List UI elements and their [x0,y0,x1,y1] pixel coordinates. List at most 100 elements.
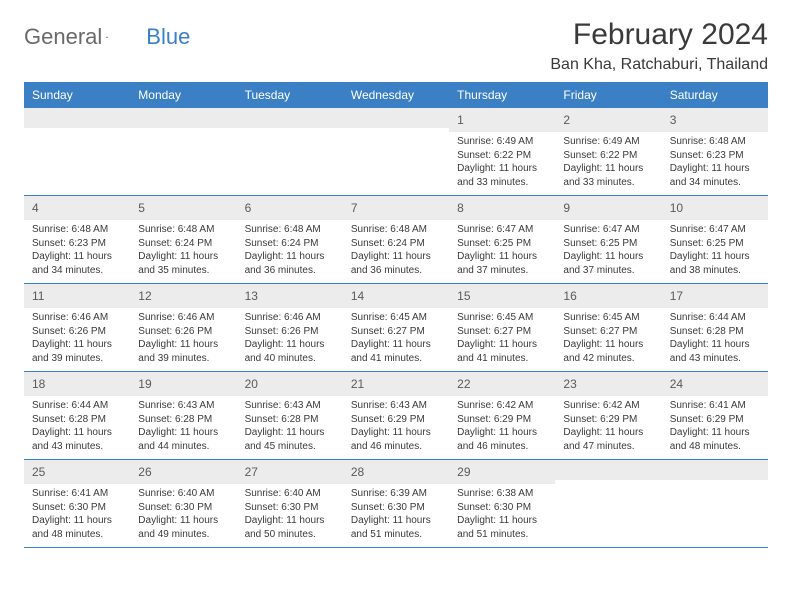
day-header-cell: Saturday [662,82,768,108]
daylight2-line: and 48 minutes. [670,440,760,454]
daynum-row: 22 [449,372,555,396]
sunset-line: Sunset: 6:30 PM [138,501,228,515]
day-cell: 9 Sunrise: 6:47 AMSunset: 6:25 PMDaylight… [555,196,661,284]
sunrise-line: Sunrise: 6:38 AM [457,487,547,501]
daylight2-line: and 40 minutes. [245,352,335,366]
sunset-line: Sunset: 6:25 PM [563,237,653,251]
daylight2-line: and 36 minutes. [351,264,441,278]
day-body: Sunrise: 6:47 AMSunset: 6:25 PMDaylight:… [662,220,768,283]
daynum-row: 12 [130,284,236,308]
sunset-line: Sunset: 6:30 PM [351,501,441,515]
daynum-row: 26 [130,460,236,484]
daynum-row: 2 [555,108,661,132]
day-number: 14 [351,289,364,303]
day-body: Sunrise: 6:41 AMSunset: 6:30 PMDaylight:… [24,484,130,547]
sunset-line: Sunset: 6:30 PM [32,501,122,515]
daylight1-line: Daylight: 11 hours [32,426,122,440]
daylight1-line: Daylight: 11 hours [563,162,653,176]
day-number: 26 [138,465,151,479]
day-body: Sunrise: 6:44 AMSunset: 6:28 PMDaylight:… [24,396,130,459]
day-cell [24,108,130,196]
sunset-line: Sunset: 6:28 PM [670,325,760,339]
sunset-line: Sunset: 6:30 PM [245,501,335,515]
daylight1-line: Daylight: 11 hours [670,162,760,176]
daylight2-line: and 39 minutes. [138,352,228,366]
daylight1-line: Daylight: 11 hours [32,514,122,528]
day-cell: 13Sunrise: 6:46 AMSunset: 6:26 PMDayligh… [237,284,343,372]
week-row: 25Sunrise: 6:41 AMSunset: 6:30 PMDayligh… [24,460,768,548]
day-cell: 2Sunrise: 6:49 AMSunset: 6:22 PMDaylight… [555,108,661,196]
day-body: Sunrise: 6:43 AMSunset: 6:28 PMDaylight:… [237,396,343,459]
week-row: 11Sunrise: 6:46 AMSunset: 6:26 PMDayligh… [24,284,768,372]
sunrise-line: Sunrise: 6:48 AM [351,223,441,237]
day-number: 24 [670,377,683,391]
daynum-row [237,108,343,128]
day-body [662,480,768,538]
day-cell: 22Sunrise: 6:42 AMSunset: 6:29 PMDayligh… [449,372,555,460]
sunrise-line: Sunrise: 6:45 AM [351,311,441,325]
daylight1-line: Daylight: 11 hours [670,338,760,352]
day-header-cell: Friday [555,82,661,108]
daylight1-line: Daylight: 11 hours [670,250,760,264]
daylight1-line: Daylight: 11 hours [138,514,228,528]
sunset-line: Sunset: 6:28 PM [245,413,335,427]
daynum-row: 4 [24,196,130,220]
daylight2-line: and 43 minutes. [32,440,122,454]
day-body [555,480,661,538]
daylight1-line: Daylight: 11 hours [351,514,441,528]
daynum-row: 25 [24,460,130,484]
sunset-line: Sunset: 6:23 PM [670,149,760,163]
day-header-cell: Sunday [24,82,130,108]
day-cell: 21Sunrise: 6:43 AMSunset: 6:29 PMDayligh… [343,372,449,460]
day-cell: 11Sunrise: 6:46 AMSunset: 6:26 PMDayligh… [24,284,130,372]
header: General Blue February 2024 Ban Kha, Ratc… [24,18,768,74]
day-body: Sunrise: 6:47 AMSunset: 6:25 PMDaylight:… [555,220,661,283]
day-number: 7 [351,201,358,215]
day-cell: 15Sunrise: 6:45 AMSunset: 6:27 PMDayligh… [449,284,555,372]
day-body: Sunrise: 6:39 AMSunset: 6:30 PMDaylight:… [343,484,449,547]
sunrise-line: Sunrise: 6:44 AM [32,399,122,413]
daynum-row: 7 [343,196,449,220]
day-number: 5 [138,201,145,215]
sunrise-line: Sunrise: 6:40 AM [138,487,228,501]
sunset-line: Sunset: 6:29 PM [457,413,547,427]
sunset-line: Sunset: 6:25 PM [457,237,547,251]
sunrise-line: Sunrise: 6:47 AM [670,223,760,237]
sunrise-line: Sunrise: 6:46 AM [32,311,122,325]
day-cell: 23Sunrise: 6:42 AMSunset: 6:29 PMDayligh… [555,372,661,460]
title-block: February 2024 Ban Kha, Ratchaburi, Thail… [550,18,768,74]
day-body: Sunrise: 6:41 AMSunset: 6:29 PMDaylight:… [662,396,768,459]
sunset-line: Sunset: 6:27 PM [457,325,547,339]
daynum-row [662,460,768,480]
sunrise-line: Sunrise: 6:48 AM [670,135,760,149]
day-header: SundayMondayTuesdayWednesdayThursdayFrid… [24,82,768,108]
daylight1-line: Daylight: 11 hours [245,338,335,352]
daynum-row [555,460,661,480]
day-number: 18 [32,377,45,391]
location: Ban Kha, Ratchaburi, Thailand [550,56,768,74]
sunrise-line: Sunrise: 6:39 AM [351,487,441,501]
sunrise-line: Sunrise: 6:49 AM [563,135,653,149]
sunset-line: Sunset: 6:24 PM [138,237,228,251]
daylight2-line: and 34 minutes. [670,176,760,190]
day-cell [662,460,768,548]
daynum-row: 8 [449,196,555,220]
sunset-line: Sunset: 6:29 PM [351,413,441,427]
day-body [130,128,236,186]
sunset-line: Sunset: 6:23 PM [32,237,122,251]
daylight2-line: and 33 minutes. [563,176,653,190]
day-cell: 12Sunrise: 6:46 AMSunset: 6:26 PMDayligh… [130,284,236,372]
daylight2-line: and 35 minutes. [138,264,228,278]
daylight1-line: Daylight: 11 hours [245,514,335,528]
sunset-line: Sunset: 6:27 PM [563,325,653,339]
day-cell: 26 Sunrise: 6:40 AMSunset: 6:30 PMDayligh… [130,460,236,548]
daynum-row: 3 [662,108,768,132]
day-number: 16 [563,289,576,303]
week-row: 18Sunrise: 6:44 AMSunset: 6:28 PMDayligh… [24,372,768,460]
day-body: Sunrise: 6:43 AMSunset: 6:29 PMDaylight:… [343,396,449,459]
daynum-row: 16 [555,284,661,308]
day-number: 9 [563,201,570,215]
sunrise-line: Sunrise: 6:46 AM [138,311,228,325]
sunset-line: Sunset: 6:30 PM [457,501,547,515]
day-number: 28 [351,465,364,479]
